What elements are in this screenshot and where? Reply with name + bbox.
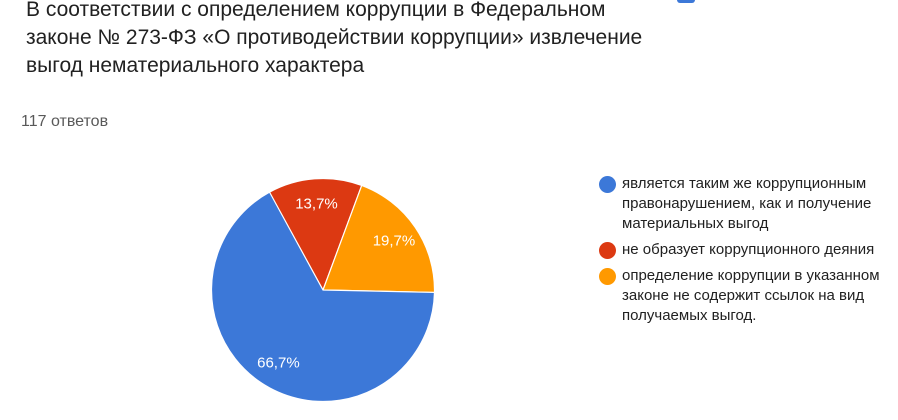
svg-text:66,7%: 66,7% xyxy=(257,354,300,371)
svg-text:13,7%: 13,7% xyxy=(295,195,338,212)
svg-text:19,7%: 19,7% xyxy=(373,233,416,250)
